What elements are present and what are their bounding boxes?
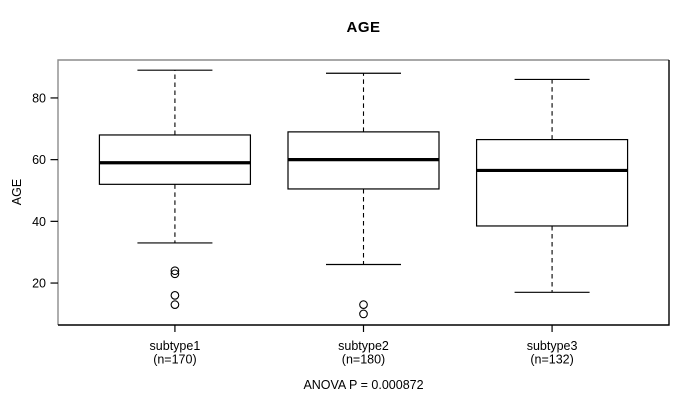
group-n-label: (n=170)	[153, 353, 196, 367]
chart-title: AGE	[346, 19, 381, 36]
y-tick-label: 80	[32, 91, 46, 105]
outlier-point	[170, 300, 180, 309]
outlier-point	[170, 269, 180, 279]
group-label: subtype2	[338, 339, 389, 353]
outlier-point	[359, 309, 368, 319]
outlier-point	[170, 266, 180, 276]
group-n-label: (n=132)	[530, 353, 573, 367]
group-label: subtype3	[527, 339, 578, 353]
iqr-box	[98, 134, 252, 185]
group-label: subtype1	[150, 339, 201, 353]
y-tick-label: 40	[32, 215, 46, 229]
outlier-point	[359, 300, 368, 309]
outlier-point	[170, 291, 180, 300]
group-n-label: (n=180)	[342, 353, 385, 367]
y-tick-label: 60	[32, 153, 46, 167]
iqr-box	[475, 138, 629, 227]
y-tick-label: 20	[32, 277, 46, 291]
anova-p-annotation: ANOVA P = 0.000872	[303, 378, 424, 392]
plot-border-bottom-right	[58, 60, 670, 326]
plot-border-top-left	[57, 59, 669, 325]
